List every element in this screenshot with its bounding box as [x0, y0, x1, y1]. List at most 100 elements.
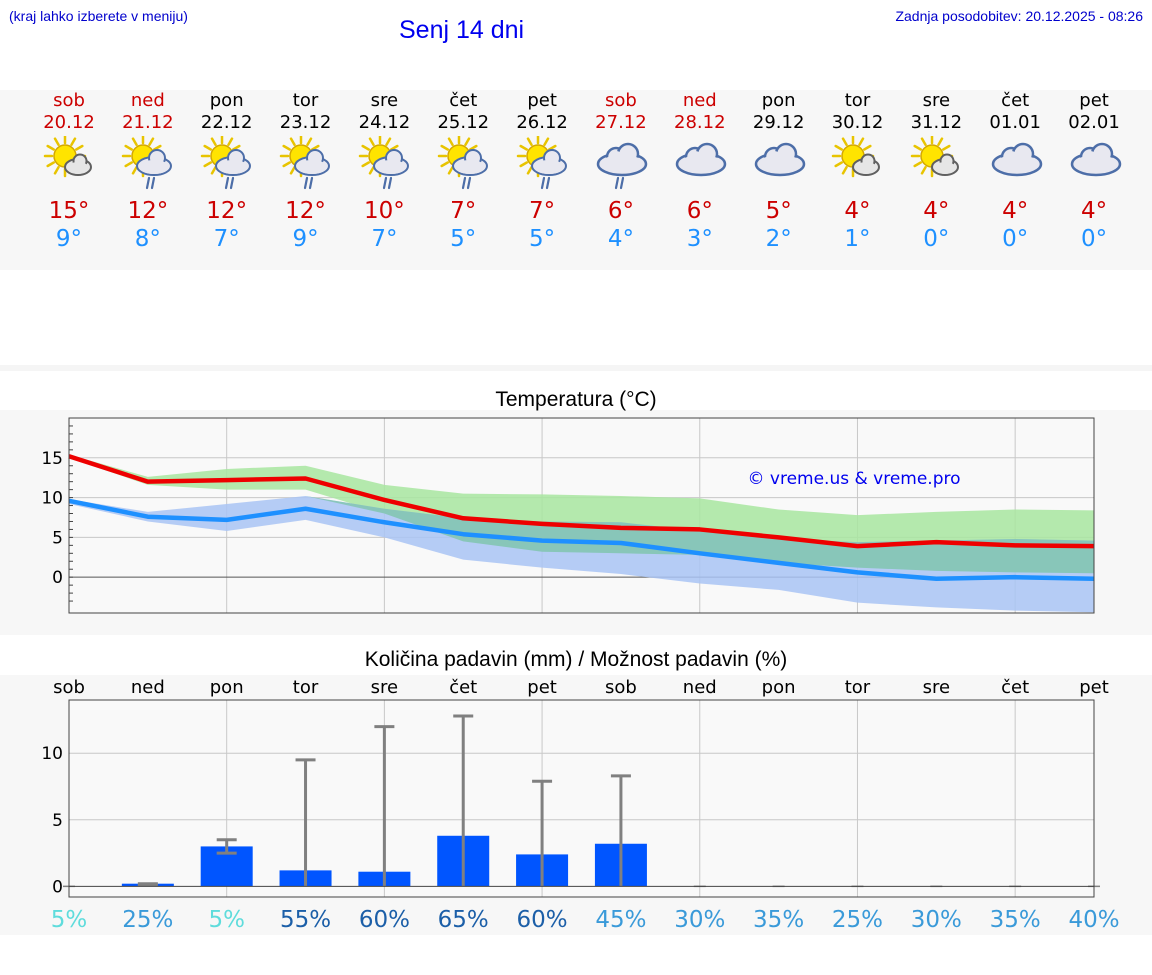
sun-ray	[920, 166, 927, 175]
rain-drop	[303, 176, 309, 190]
rain-drop	[387, 176, 392, 190]
sun-ray	[841, 166, 848, 175]
sun-ray	[74, 144, 84, 151]
cloud-fill	[855, 162, 877, 174]
sun-ray	[45, 161, 55, 168]
sun-cloud-rain-icon	[516, 134, 572, 194]
sun-ray	[542, 137, 549, 146]
temp-max: 7°	[529, 198, 556, 224]
cloud-fill	[688, 151, 703, 165]
rain-drop	[461, 176, 466, 190]
sun-ray	[863, 144, 872, 151]
sun-ray	[834, 161, 843, 168]
precip-probability: 35%	[753, 907, 804, 933]
sun-ray	[913, 144, 922, 151]
sun-cloud-icon	[831, 134, 887, 194]
sun-ray	[920, 137, 927, 146]
rain-drop	[466, 176, 471, 190]
temp-min: 9°	[292, 226, 319, 252]
day-date: 02.01	[1068, 112, 1120, 133]
precip-probability: 55%	[280, 907, 331, 933]
cloud-shape	[63, 153, 92, 176]
x-category-label: sob	[53, 677, 85, 698]
sun-ray	[447, 137, 454, 146]
day-name: pet	[1079, 90, 1109, 111]
sun-ray	[306, 137, 313, 146]
day-name: tor	[844, 90, 871, 111]
sun-ray	[368, 137, 375, 146]
cloud-shape	[930, 153, 959, 176]
sun-cloud-rain-icon	[200, 134, 256, 194]
sun-ray	[464, 137, 470, 146]
sun-ray	[132, 166, 139, 175]
rain-drop	[545, 176, 550, 190]
x-category-label: sre	[371, 677, 398, 698]
sun-ray	[361, 161, 370, 168]
sun-ray	[53, 137, 60, 146]
sun-ray	[937, 137, 944, 146]
cloud-fill	[297, 160, 328, 174]
temperature-chart-title: Temperatura (°C)	[495, 388, 657, 411]
sun-ray	[282, 161, 292, 168]
rain-drops	[303, 176, 314, 190]
y-tick-label: 15	[41, 449, 63, 469]
day-date: 27.12	[595, 112, 647, 133]
x-category-label: pet	[527, 677, 557, 698]
day-name: pon	[209, 90, 244, 111]
day-name: pon	[761, 90, 796, 111]
sun-ray	[227, 137, 234, 146]
sun-ray	[389, 144, 399, 151]
rain-drop	[230, 176, 235, 190]
temp-max: 12°	[127, 198, 169, 224]
rain-drops	[615, 176, 625, 190]
rain-drop	[308, 176, 314, 190]
temp-min: 9°	[55, 226, 83, 252]
rain-drops	[382, 176, 392, 190]
cloud-icon	[673, 136, 729, 194]
x-category-label: ned	[131, 677, 165, 698]
cloud-fill	[218, 160, 249, 174]
day-date: 24.12	[358, 112, 411, 133]
cloud-fill	[1093, 148, 1110, 164]
temp-max: 12°	[285, 198, 326, 224]
plot-frame	[68, 417, 1095, 614]
temp-max: 5°	[765, 198, 792, 224]
temp-min: 5°	[529, 226, 556, 252]
y-tick-label: 5	[52, 811, 63, 831]
watermark: © vreme.us & vreme.pro	[747, 469, 960, 489]
precip-probability: 65%	[438, 907, 489, 933]
day-name: tor	[292, 90, 319, 111]
sun-ray	[282, 144, 292, 151]
day-name: pet	[527, 90, 557, 111]
day-date: 21.12	[122, 112, 174, 133]
sun-ray	[526, 137, 533, 146]
sun-ray	[834, 144, 843, 151]
cloud-shape	[852, 153, 880, 176]
temp-max: 6°	[686, 198, 713, 224]
precip-probability: 25%	[832, 907, 883, 933]
sun-cloud-rain-icon	[437, 134, 493, 194]
cloud-shape	[294, 149, 331, 176]
sun-ray	[858, 137, 865, 146]
sun-ray	[440, 144, 449, 151]
y-tick-label: 10	[41, 744, 63, 764]
temp-min: 8°	[134, 226, 161, 252]
precip-probability: 45%	[595, 907, 646, 933]
day-date: 25.12	[437, 112, 490, 133]
x-category-label: čet	[1001, 677, 1029, 698]
sun-ray	[53, 166, 60, 175]
min-temp-line	[68, 498, 1095, 582]
x-category-label: ned	[683, 677, 717, 698]
sun-ray	[124, 144, 134, 151]
cloud-fill	[533, 160, 564, 174]
x-category-label: čet	[449, 677, 477, 698]
precip-probability: 60%	[359, 907, 410, 933]
rain-drop	[540, 176, 545, 190]
cloud-fill	[609, 151, 624, 165]
sun-ray	[210, 166, 217, 175]
sun-ray	[941, 144, 951, 151]
y-tick-label: 10	[41, 489, 63, 509]
cloud-shape	[372, 149, 409, 176]
cloud-fill	[66, 162, 89, 174]
sun-ray	[210, 137, 217, 146]
